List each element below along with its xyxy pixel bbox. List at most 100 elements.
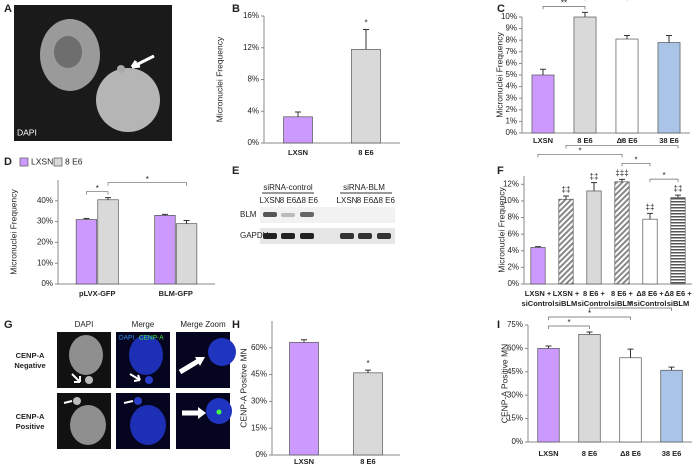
- y-tick-label: 20%: [37, 238, 53, 247]
- x-tick-label: 8 E6: [577, 136, 592, 145]
- significance-label: ‡‡: [674, 184, 683, 193]
- channel-label: DAPI: [119, 335, 134, 342]
- column-label: Merge Zoom: [180, 320, 226, 329]
- panel-label: G: [4, 319, 13, 331]
- y-tick-label: 0%: [41, 279, 53, 288]
- panel-a: A DAPI: [4, 3, 172, 141]
- bar: [353, 372, 383, 456]
- significance-bracket: [589, 307, 672, 312]
- error-bar: [647, 212, 653, 220]
- lane-label: Δ8 E6: [373, 196, 395, 205]
- bar: [558, 198, 574, 285]
- error-bar: [365, 369, 371, 373]
- bar: [154, 215, 176, 285]
- column-label: Merge: [132, 320, 155, 329]
- significance-label: **: [561, 0, 567, 7]
- y-tick-label: 60%: [507, 344, 523, 353]
- lane-label: LXSN: [260, 196, 281, 205]
- panel-label: D: [4, 156, 12, 168]
- band: [358, 233, 372, 239]
- error-bar: [563, 195, 569, 200]
- x-tick-label: 8 E6 +: [583, 289, 606, 298]
- band: [281, 213, 295, 217]
- significance-label: *: [364, 19, 367, 28]
- bar: [289, 342, 319, 456]
- x-tick-label: siControl: [578, 299, 611, 308]
- y-axis-label: Micronuclei Frequency: [494, 32, 504, 118]
- y-tick-label: 10%: [503, 196, 519, 205]
- band: [300, 233, 314, 239]
- significance-label: *: [634, 155, 637, 164]
- chart: I CENP-A Positive MN 0% 15% 30% 45% 60% 75% LXSN…: [497, 300, 692, 458]
- legend-swatch: [53, 157, 63, 167]
- micronucleus: [145, 376, 153, 384]
- chart: B Micronuclei Frequency 0% 4% 8% 12% 16% LXSN 8 …: [214, 3, 400, 157]
- micronucleus: [73, 397, 81, 405]
- error-bar: [83, 217, 90, 220]
- bar: [283, 116, 313, 144]
- error-bar: [535, 246, 541, 248]
- x-tick-label: Δ8 E6 +: [664, 289, 692, 298]
- x-tick-label: LXSN: [288, 148, 308, 157]
- error-bar: [668, 366, 675, 371]
- significance-label: ‡‡: [562, 185, 571, 194]
- panel-label: H: [232, 319, 240, 331]
- bar: [660, 369, 683, 443]
- error-bar: [666, 35, 672, 43]
- y-tick-label: 2%: [507, 262, 519, 271]
- x-tick-label: Δ8 E6: [620, 449, 641, 458]
- significance-label: ‡‡‡: [615, 168, 628, 177]
- y-tick-label: 0%: [507, 279, 519, 288]
- y-tick-label: 8%: [507, 213, 519, 222]
- legend-label: LXSN: [31, 156, 53, 166]
- x-tick-label: Δ8 E6 +: [636, 289, 664, 298]
- panel-label: E: [232, 165, 239, 177]
- nucleolus: [54, 36, 82, 68]
- error-bar: [540, 68, 546, 75]
- bar: [614, 181, 630, 285]
- row-label: GAPDH: [240, 231, 269, 240]
- error-bar: [675, 194, 681, 198]
- significance-label: ‡‡: [590, 172, 599, 181]
- x-tick-label: 8 E6: [360, 457, 375, 466]
- bar: [642, 218, 658, 285]
- legend-label: 8 E6: [65, 156, 83, 166]
- bar: [670, 197, 686, 285]
- y-tick-label: 15%: [507, 414, 523, 423]
- y-axis-label: Micronuclei Frequency: [496, 187, 506, 273]
- y-tick-label: 40%: [37, 196, 53, 205]
- y-tick-label: 12%: [503, 179, 519, 188]
- error-bar: [301, 339, 307, 343]
- panel-g: G DAPI Merge Merge Zoom DAPI CENP-A CENP…: [4, 319, 236, 449]
- y-tick-label: 15%: [251, 423, 267, 432]
- arrow: [63, 400, 73, 404]
- bar: [351, 48, 381, 144]
- blot: [260, 207, 395, 223]
- legend-swatch: [19, 157, 29, 167]
- error-bar: [161, 213, 168, 216]
- significance-label: *: [146, 175, 149, 184]
- x-tick-label: BLM-GFP: [159, 289, 193, 298]
- panel-label: C: [497, 3, 505, 15]
- significance-bracket: [542, 6, 586, 10]
- significance-bracket: [621, 162, 651, 167]
- y-axis-label: Micronuclei Frequency: [8, 189, 18, 275]
- nucleus: [129, 335, 163, 375]
- y-tick-label: 8%: [247, 75, 259, 84]
- y-tick-label: 4%: [507, 246, 519, 255]
- x-tick-label: 38 E6: [662, 449, 682, 458]
- nucleus: [96, 68, 160, 132]
- error-bar: [105, 197, 112, 200]
- y-tick-label: 75%: [507, 320, 523, 329]
- significance-bracket: [537, 153, 623, 158]
- micronucleus-zoom: [208, 338, 236, 366]
- significance-label: *: [629, 300, 632, 309]
- y-tick-label: 0%: [255, 450, 267, 459]
- x-tick-label: LXSN: [538, 449, 558, 458]
- bar: [97, 199, 119, 285]
- x-tick-label: 8 E6: [582, 449, 597, 458]
- y-tick-label: 10%: [501, 12, 517, 21]
- y-tick-label: 45%: [251, 370, 267, 379]
- bar: [586, 190, 602, 285]
